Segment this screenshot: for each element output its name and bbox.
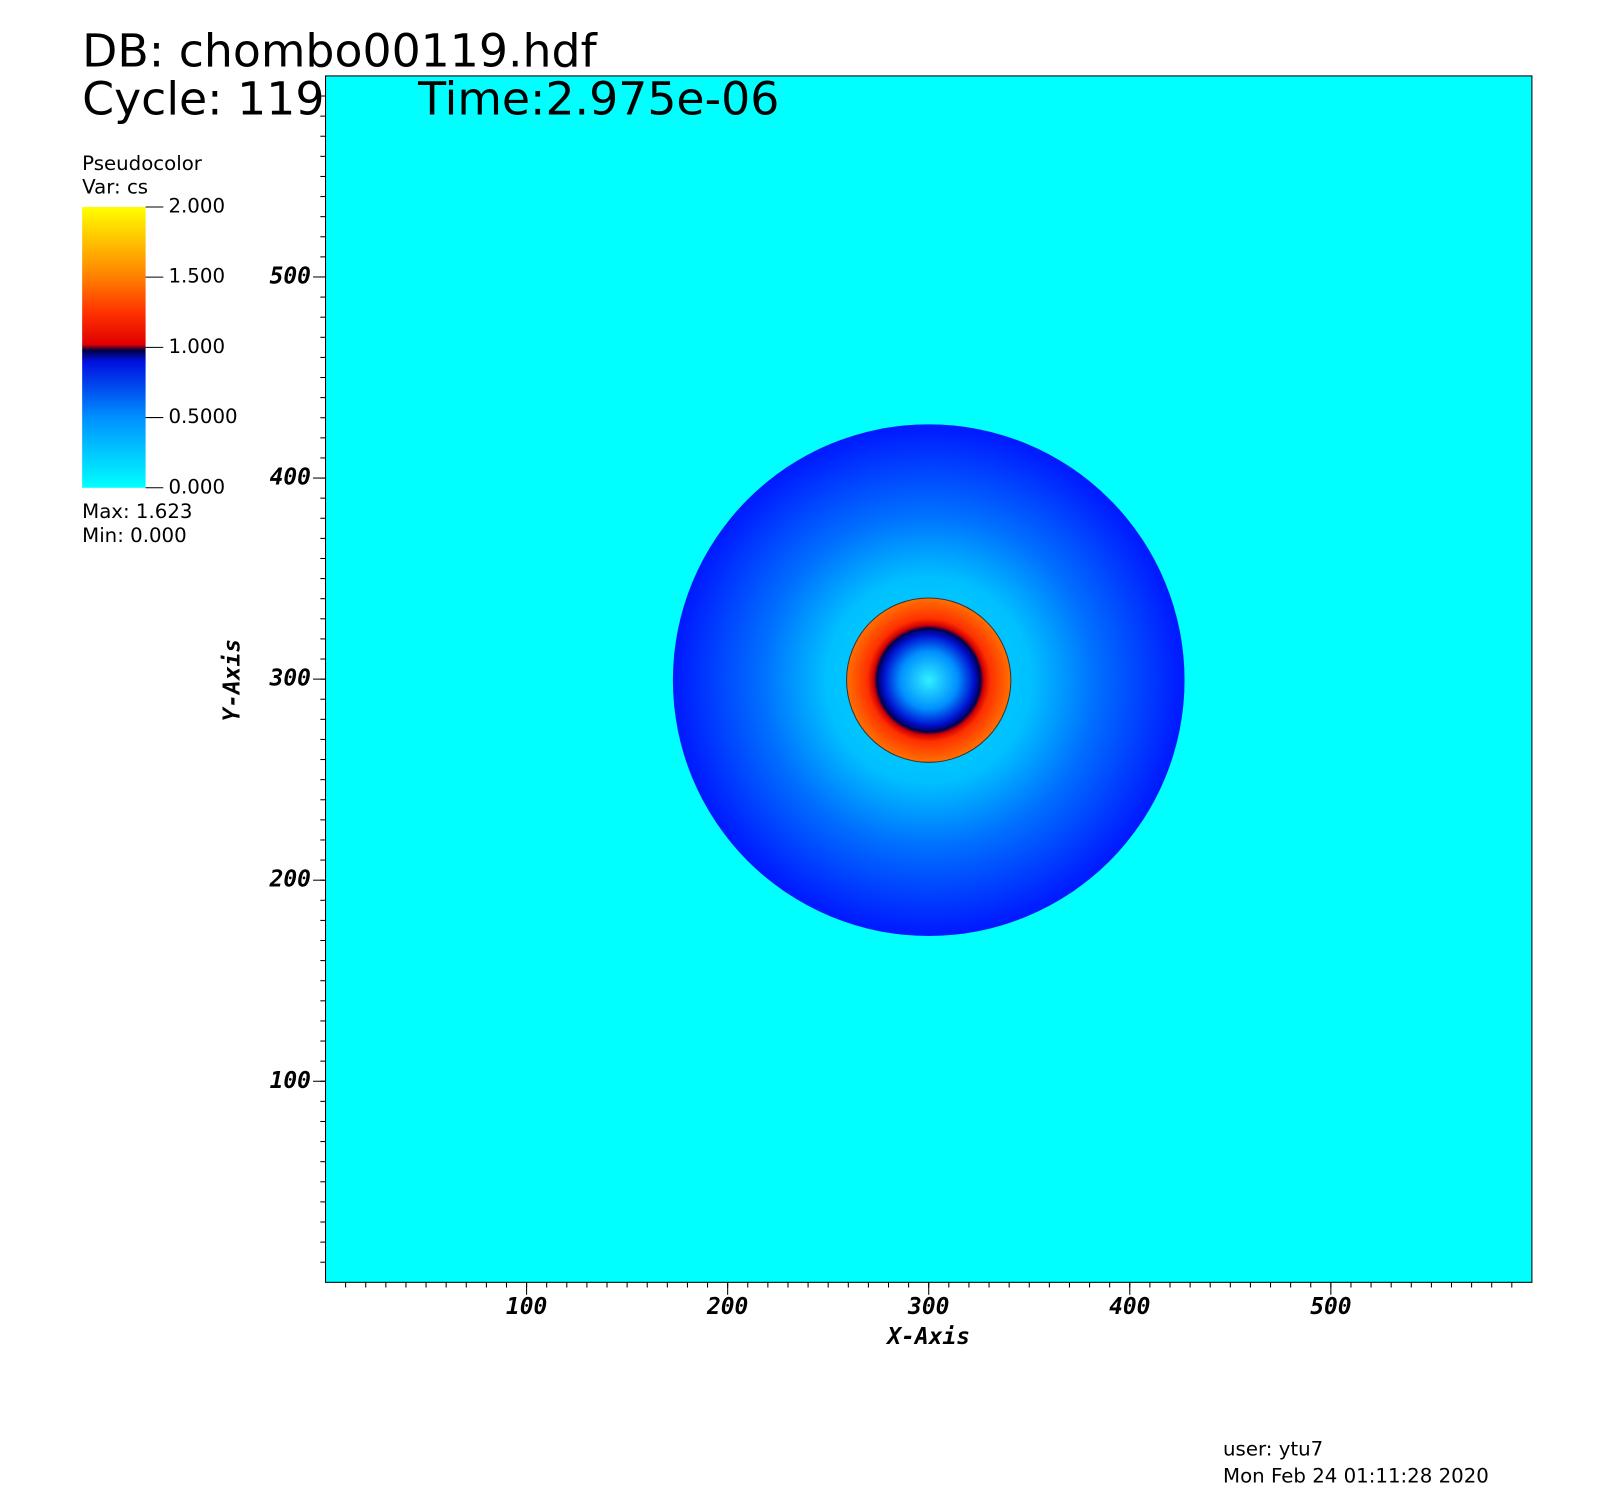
legend-title: Pseudocolor	[82, 152, 203, 175]
x-tick-label: 100	[506, 1294, 547, 1320]
y-tick-label: 500	[270, 263, 311, 289]
x-tick-label: 300	[907, 1294, 949, 1320]
cycle-label: Cycle: 119	[82, 72, 324, 125]
x-tick-label: 400	[1109, 1294, 1150, 1320]
y-axis-label: Y-Axis	[219, 639, 245, 722]
legend-min: Min: 0.000	[82, 524, 187, 547]
colorbar	[82, 206, 146, 488]
legend-var: Var: cs	[82, 176, 148, 199]
legend-max: Max: 1.623	[82, 500, 192, 523]
y-tick-label: 400	[270, 465, 311, 491]
colorbar-tick-label: 1.500	[168, 265, 225, 288]
y-tick-label: 100	[270, 1068, 311, 1094]
x-tick-label: 500	[1310, 1294, 1351, 1320]
db-label: DB: chombo00119.hdf	[82, 25, 597, 78]
date-label: Mon Feb 24 01:11:28 2020	[1223, 1464, 1489, 1487]
inner-disk	[846, 597, 1012, 763]
user-label: user: ytu7	[1223, 1437, 1323, 1460]
colorbar-tick-label: 0.5000	[168, 405, 237, 428]
colorbar-tick-label: 0.000	[168, 475, 225, 498]
time-label: Time:2.975e-06	[417, 72, 779, 125]
scaled-content: DB: chombo00119.hdf Cycle: 119 Time:2.97…	[82, 25, 1533, 1487]
colorbar-tick-label: 2.000	[168, 194, 225, 217]
y-tick-label: 300	[269, 666, 311, 692]
colorbar-tick-label: 1.000	[168, 335, 225, 358]
x-axis-label: X-Axis	[885, 1324, 970, 1350]
x-tick-label: 200	[706, 1294, 748, 1320]
y-tick-label: 200	[269, 867, 311, 893]
